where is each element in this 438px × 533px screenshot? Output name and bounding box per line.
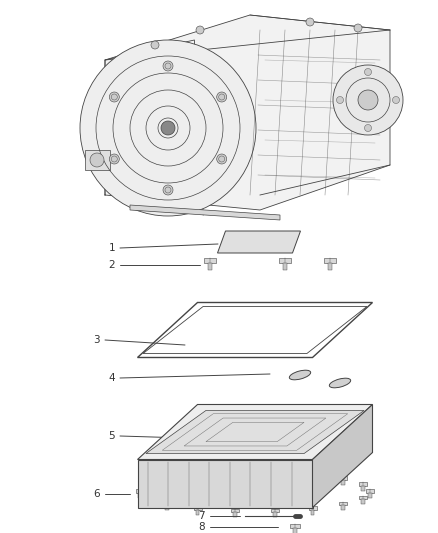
- Circle shape: [163, 61, 173, 71]
- Polygon shape: [196, 475, 199, 480]
- Text: 5: 5: [108, 431, 115, 441]
- Circle shape: [110, 154, 119, 164]
- Polygon shape: [138, 459, 312, 507]
- Circle shape: [196, 26, 204, 34]
- Polygon shape: [273, 473, 277, 478]
- Polygon shape: [138, 492, 142, 497]
- Polygon shape: [341, 480, 345, 484]
- Polygon shape: [359, 482, 367, 486]
- Polygon shape: [136, 489, 144, 492]
- Polygon shape: [311, 510, 314, 515]
- Polygon shape: [361, 486, 365, 491]
- Polygon shape: [138, 405, 372, 459]
- Polygon shape: [339, 502, 347, 505]
- Circle shape: [336, 96, 343, 103]
- Polygon shape: [105, 15, 390, 210]
- Polygon shape: [231, 469, 239, 473]
- Polygon shape: [290, 524, 300, 528]
- Circle shape: [358, 90, 378, 110]
- Circle shape: [80, 40, 256, 216]
- Polygon shape: [311, 475, 314, 480]
- Text: 3: 3: [93, 335, 100, 345]
- Polygon shape: [163, 502, 171, 505]
- Polygon shape: [328, 263, 332, 270]
- Circle shape: [90, 153, 104, 167]
- Polygon shape: [196, 510, 199, 515]
- Polygon shape: [194, 472, 201, 475]
- Polygon shape: [361, 499, 365, 504]
- Polygon shape: [233, 512, 237, 517]
- Ellipse shape: [329, 378, 351, 388]
- Text: 1: 1: [108, 243, 115, 253]
- Polygon shape: [143, 482, 151, 486]
- Polygon shape: [325, 258, 336, 263]
- Circle shape: [217, 92, 227, 102]
- Polygon shape: [233, 473, 237, 478]
- Text: 6: 6: [93, 489, 100, 499]
- Polygon shape: [293, 528, 297, 533]
- Polygon shape: [194, 506, 201, 510]
- Circle shape: [163, 185, 173, 195]
- Text: 2: 2: [108, 260, 115, 270]
- Polygon shape: [208, 263, 212, 270]
- Ellipse shape: [290, 370, 311, 380]
- Polygon shape: [163, 476, 171, 480]
- Polygon shape: [145, 499, 148, 504]
- Polygon shape: [271, 508, 279, 512]
- Polygon shape: [366, 489, 374, 492]
- Polygon shape: [271, 469, 279, 473]
- Polygon shape: [273, 512, 277, 517]
- Text: 8: 8: [198, 522, 205, 532]
- Polygon shape: [218, 231, 300, 253]
- Polygon shape: [165, 480, 169, 484]
- Polygon shape: [205, 258, 215, 263]
- Polygon shape: [359, 496, 367, 499]
- Circle shape: [161, 121, 175, 135]
- Polygon shape: [341, 505, 345, 511]
- Polygon shape: [368, 492, 372, 497]
- Polygon shape: [130, 205, 280, 220]
- Polygon shape: [165, 505, 169, 511]
- Circle shape: [354, 24, 362, 32]
- Circle shape: [306, 18, 314, 26]
- Polygon shape: [279, 258, 290, 263]
- Polygon shape: [308, 506, 317, 510]
- Text: 4: 4: [108, 373, 115, 383]
- Circle shape: [364, 69, 371, 76]
- Circle shape: [392, 96, 399, 103]
- Circle shape: [364, 125, 371, 132]
- Polygon shape: [283, 263, 287, 270]
- Circle shape: [333, 65, 403, 135]
- Polygon shape: [146, 410, 364, 454]
- Polygon shape: [145, 486, 148, 491]
- Polygon shape: [339, 476, 347, 480]
- Polygon shape: [85, 150, 110, 170]
- Polygon shape: [308, 472, 317, 475]
- Circle shape: [217, 154, 227, 164]
- Polygon shape: [143, 496, 151, 499]
- Circle shape: [110, 92, 119, 102]
- Circle shape: [151, 41, 159, 49]
- Polygon shape: [312, 405, 372, 507]
- Polygon shape: [231, 508, 239, 512]
- Text: 7: 7: [198, 511, 205, 521]
